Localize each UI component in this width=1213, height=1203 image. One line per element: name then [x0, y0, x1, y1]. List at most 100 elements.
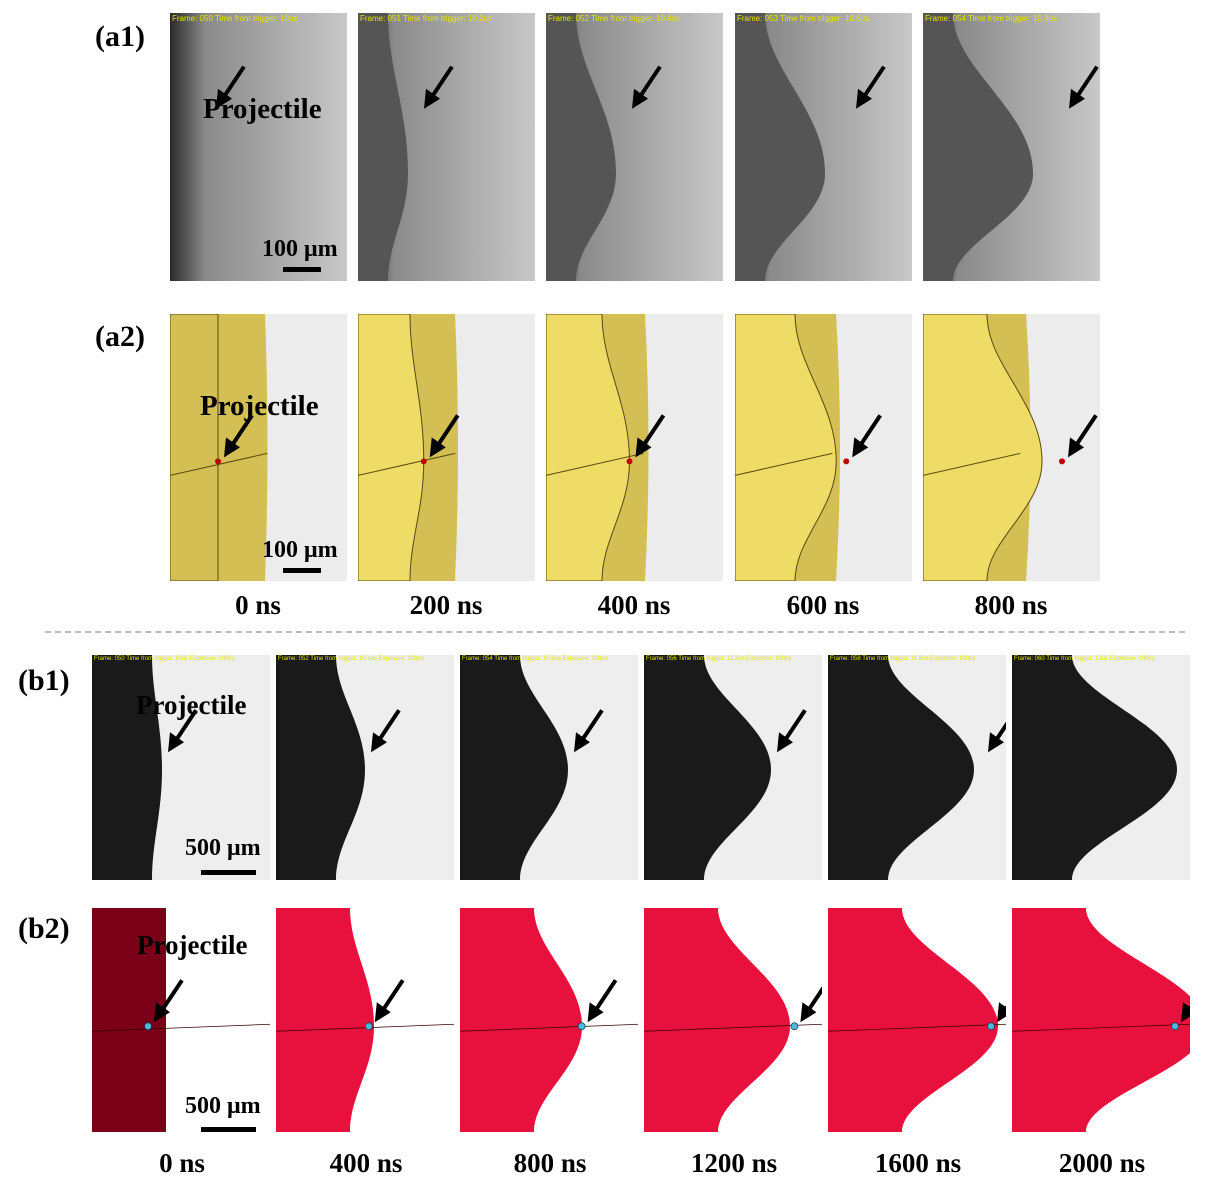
- time-label: 800 ns: [974, 590, 1048, 620]
- arrow-icon: [994, 721, 1006, 742]
- panel-b2-5: [828, 908, 1006, 1132]
- time-label: 200 ns: [409, 590, 483, 620]
- frame-info: Frame: 052 Time from trigger: 10.4us: [548, 14, 681, 23]
- arrow-icon: [593, 979, 618, 1012]
- arrow-icon: [1074, 414, 1098, 447]
- ejecta-bulge: [923, 314, 1043, 581]
- panel-a1-3: Frame: 052 Time from trigger: 10.4us: [546, 13, 723, 281]
- panel-b1-2: Frame: 052 Time from trigger: 10.4us Exp…: [276, 655, 454, 880]
- arrow-head-icon: [1181, 1002, 1190, 1023]
- arrow-head-icon: [154, 1002, 170, 1023]
- ejecta-bulge: [644, 908, 790, 1132]
- projectile-marker: [1059, 458, 1065, 465]
- ejecta-bulge: [276, 908, 374, 1132]
- arrow-icon: [580, 709, 604, 742]
- frame-info: Frame: 058 Time from trigger: 11.6us Exp…: [830, 656, 976, 662]
- arrow-head-icon: [1068, 437, 1084, 458]
- projectile-label: Projectile: [137, 930, 248, 960]
- ejecta-bulge: [460, 655, 568, 880]
- panel-b2-6: [1012, 908, 1190, 1132]
- time-label: 800 ns: [513, 1148, 587, 1178]
- frame-info: Frame: 052 Time from trigger: 10.4us Exp…: [278, 656, 424, 662]
- arrow-head-icon: [800, 1002, 817, 1023]
- arrow-head-icon: [777, 732, 793, 753]
- row-label-b2: (b2): [18, 912, 70, 945]
- scale-bar: [201, 870, 256, 875]
- panel-a2-5: [923, 314, 1100, 581]
- time-label: 400 ns: [597, 590, 671, 620]
- arrow-head-icon: [635, 437, 652, 458]
- arrow-head-icon: [429, 437, 446, 458]
- ejecta-bulge: [644, 655, 771, 880]
- ejecta-bulge: [1012, 655, 1177, 880]
- projectile-marker: [364, 1022, 373, 1031]
- row-label-a2: (a2): [95, 320, 145, 353]
- panel-a1-2: Frame: 051 Time from trigger: 10.2us: [358, 13, 535, 281]
- panel-b1-4: Frame: 056 Time from trigger: 11.2us Exp…: [644, 655, 822, 880]
- frame-info: Frame: 056 Time from trigger: 11.2us Exp…: [646, 656, 792, 662]
- arrow-icon: [638, 65, 662, 98]
- ejecta-bulge: [828, 655, 974, 880]
- arrow-head-icon: [988, 732, 1004, 753]
- arrow-head-icon: [632, 88, 648, 109]
- arrow-icon: [381, 979, 405, 1012]
- ejecta-bulge: [92, 655, 162, 880]
- panel-a2-3: [546, 314, 723, 581]
- arrow-icon: [377, 709, 401, 742]
- panel-a1-5: Frame: 054 Time from trigger: 10.8us: [923, 13, 1100, 281]
- ejecta-bulge: [735, 314, 837, 581]
- panel-b1-1: Frame: 050 Time from trigger: 10us Expos…: [92, 655, 270, 880]
- projectile-label: Projectile: [200, 390, 319, 422]
- arrow-icon: [222, 65, 246, 98]
- ejecta-bulge: [358, 13, 408, 281]
- arrow-icon: [174, 709, 198, 742]
- time-label: 400 ns: [329, 1148, 403, 1178]
- arrow-head-icon: [371, 732, 387, 753]
- scale-label: 500 μm: [185, 835, 261, 861]
- projectile-marker: [790, 1022, 799, 1031]
- arrow-head-icon: [216, 88, 232, 109]
- projectile-marker: [215, 458, 221, 465]
- panel-a2-2: [358, 314, 535, 581]
- time-label: 0 ns: [235, 590, 281, 620]
- scale-label: 100 μm: [262, 236, 338, 262]
- frame-info: Frame: 050 Time from trigger: 10us Expos…: [94, 656, 235, 662]
- frame-info: Frame: 053 Time from trigger: 10.6us: [737, 14, 870, 23]
- arrow-icon: [160, 979, 184, 1012]
- projectile-marker: [144, 1022, 152, 1031]
- scale-bar: [283, 568, 321, 573]
- time-label: 0 ns: [159, 1148, 205, 1178]
- arrow-head-icon: [168, 732, 184, 753]
- time-label: 600 ns: [786, 590, 860, 620]
- panel-b1-3: Frame: 054 Time from trigger: 10.8us Exp…: [460, 655, 638, 880]
- projectile-marker: [987, 1022, 995, 1031]
- time-label: 1600 ns: [874, 1148, 962, 1178]
- panel-b1-6: Frame: 060 Time from trigger: 12us Expos…: [1012, 655, 1190, 880]
- time-label: 1200 ns: [690, 1148, 778, 1178]
- panel-b2-3: [460, 908, 638, 1132]
- section-divider: [45, 631, 1185, 633]
- ejecta-bulge: [460, 908, 582, 1132]
- arrow-head-icon: [574, 732, 590, 753]
- projectile-marker: [1171, 1022, 1179, 1031]
- projectile-marker: [843, 458, 850, 465]
- panel-b1-5: Frame: 058 Time from trigger: 11.6us Exp…: [828, 655, 1006, 880]
- ejecta-bulge: [923, 13, 1033, 281]
- row-label-b1: (b1): [18, 664, 70, 697]
- scale-bar: [283, 267, 321, 272]
- arrow-head-icon: [852, 437, 869, 458]
- projectile-marker: [626, 458, 633, 465]
- panel-a1-4: Frame: 053 Time from trigger: 10.6us: [735, 13, 912, 281]
- frame-info: Frame: 050 Time from trigger: 10us: [172, 14, 298, 23]
- arrow-icon: [641, 414, 666, 447]
- arrow-head-icon: [424, 88, 440, 109]
- arrow-icon: [862, 65, 886, 98]
- arrow-icon: [430, 65, 454, 98]
- row-label-a1: (a1): [95, 20, 145, 53]
- time-label: 2000 ns: [1058, 1148, 1146, 1178]
- ejecta-bulge: [170, 314, 219, 581]
- projectile-marker: [420, 458, 427, 465]
- arrow-head-icon: [856, 88, 872, 109]
- arrow-head-icon: [374, 1002, 391, 1023]
- arrow-icon: [1075, 65, 1099, 98]
